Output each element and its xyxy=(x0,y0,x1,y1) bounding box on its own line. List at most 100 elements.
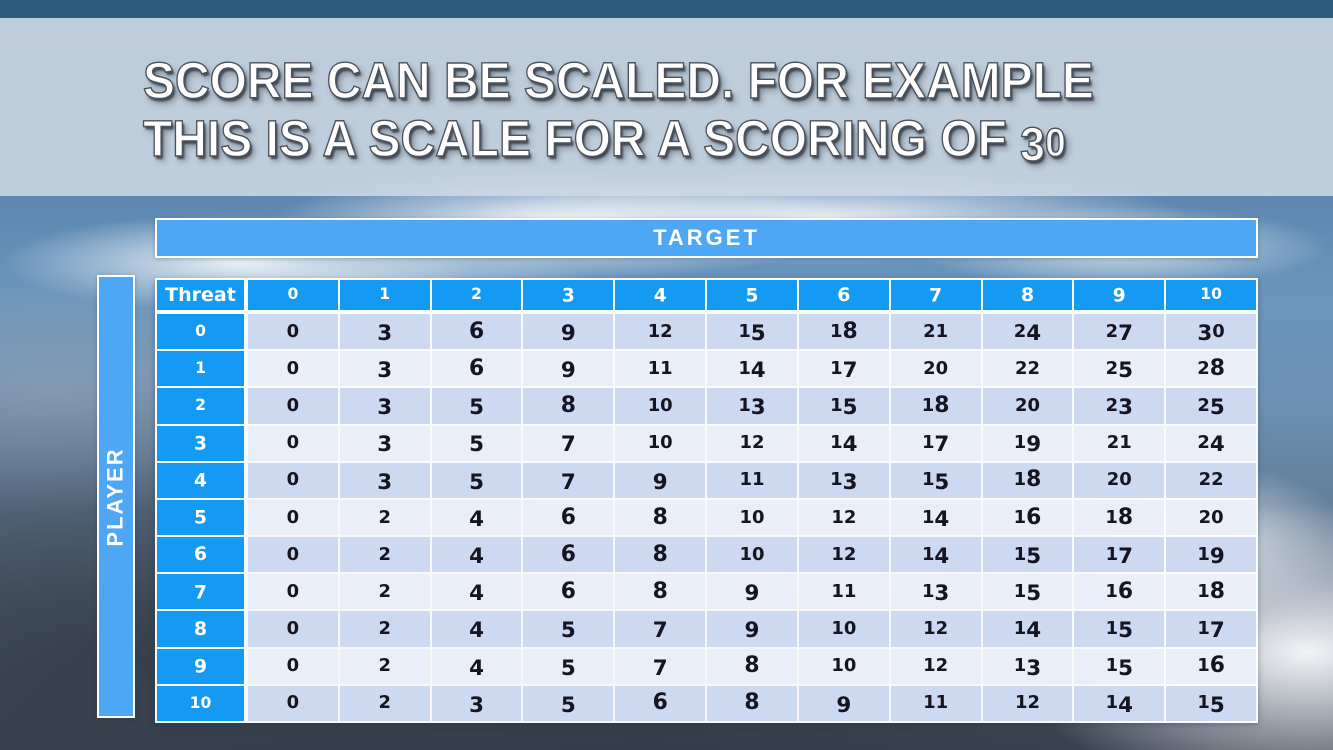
row-header: 6 xyxy=(157,537,244,573)
score-cell: 2 xyxy=(339,685,430,721)
score-cell: 0 xyxy=(248,685,338,721)
score-cell: 8 xyxy=(615,574,706,610)
score-cell: 0 xyxy=(248,462,338,498)
score-cell: 0 xyxy=(248,314,338,350)
score-cell: 3 xyxy=(339,351,430,387)
score-cell: 2 xyxy=(339,574,430,610)
score-cell: 3 xyxy=(339,425,430,461)
score-cell: 6 xyxy=(523,499,614,536)
row-header: 4 xyxy=(157,462,244,498)
row-header: 8 xyxy=(157,611,244,647)
column-header: 3 xyxy=(523,280,614,310)
score-cell: 6 xyxy=(431,351,522,387)
score-table: Threat 0 1 2 3 4 5 6 7 8 9 1 0 0 0 3 6 9 1 2 1 5 1 8 2 1 2 4 2 7 3 0 1 0 3… xyxy=(155,278,1258,723)
score-cell: 0 xyxy=(248,388,338,424)
score-cell: 4 xyxy=(431,648,522,684)
column-header: 5 xyxy=(707,280,797,310)
score-cell: 3 xyxy=(339,388,430,424)
score-cell: 9 xyxy=(798,685,889,721)
score-cell: 6 xyxy=(431,314,522,350)
slide-title: SCORE CAN BE SCALED. FOR EXAMPLE THIS IS… xyxy=(142,51,1094,169)
target-label: TARGET xyxy=(653,225,760,250)
score-cell: 7 xyxy=(523,462,614,498)
row-header: 5 xyxy=(157,499,244,536)
row-header: 0 xyxy=(157,314,244,350)
score-cell: 6 xyxy=(615,685,706,721)
score-cell: 5 xyxy=(431,388,522,424)
player-label: PLAYER xyxy=(103,446,128,547)
score-cell: 8 xyxy=(615,499,706,536)
score-cell: 0 xyxy=(248,425,338,461)
row-header: 3 xyxy=(157,425,244,461)
title-line-1: SCORE CAN BE SCALED. FOR EXAMPLE xyxy=(142,51,1094,109)
score-cell: 5 xyxy=(523,685,614,721)
score-cell: 6 xyxy=(523,537,614,573)
score-cell: 4 xyxy=(431,611,522,647)
score-cell: 3 xyxy=(339,314,430,350)
score-cell: 9 xyxy=(523,314,614,350)
column-header: 1 xyxy=(339,280,430,310)
score-cell: 9 xyxy=(707,574,797,610)
score-cell: 2 xyxy=(339,648,430,684)
score-cell: 0 xyxy=(248,499,338,536)
corner-header-threat: Threat xyxy=(157,280,244,310)
score-cell: 2 xyxy=(339,499,430,536)
score-cell: 0 xyxy=(248,574,338,610)
top-strip xyxy=(0,0,1333,18)
row-header: 9 xyxy=(157,648,244,684)
score-cell: 4 xyxy=(431,499,522,536)
score-cell: 2 xyxy=(339,537,430,573)
column-header: 8 xyxy=(982,280,1073,310)
column-header: 9 xyxy=(1074,280,1165,310)
score-cell: 5 xyxy=(431,462,522,498)
score-cell: 3 xyxy=(431,685,522,721)
score-cell: 7 xyxy=(523,425,614,461)
